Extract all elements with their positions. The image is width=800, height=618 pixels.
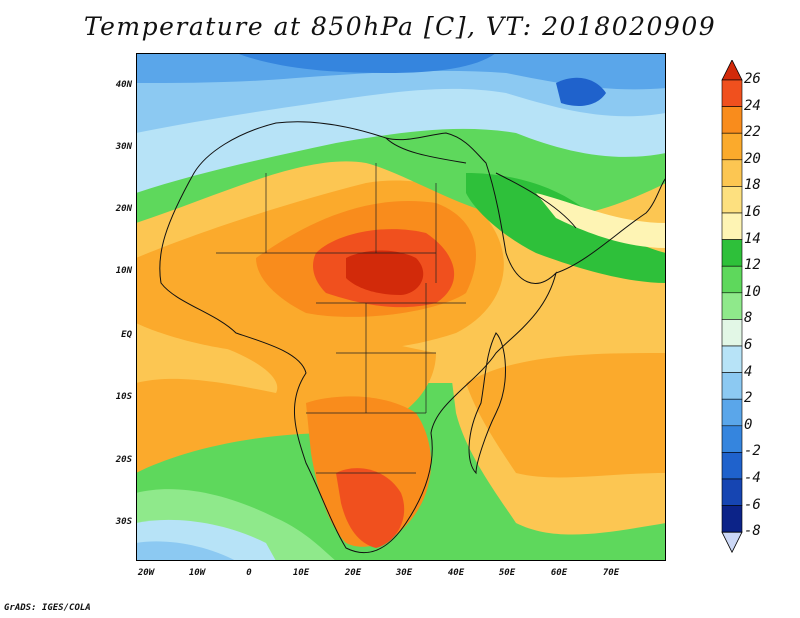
lat-label-10n: 10N [92,266,132,276]
colorbar-label: 16 [744,204,761,220]
colorbar-segment [722,133,742,160]
lon-label-20w: 20W [126,568,166,578]
lat-label-30s: 30S [92,517,132,527]
colorbar-label: 0 [744,417,752,433]
lon-label-30e: 30E [384,568,424,578]
colorbar-segment [722,293,742,320]
colorbar-segment [722,266,742,293]
colorbar-segment [722,399,742,426]
colorbar-label: 10 [744,284,761,300]
lon-label-10w: 10W [177,568,217,578]
colorbar-label: -2 [744,443,761,459]
temperature-map [136,53,666,561]
colorbar-over-arrow [722,60,742,80]
colorbar-under-arrow [722,532,742,552]
colorbar-segment [722,479,742,506]
colorbar-label: -4 [744,470,761,486]
lon-label-10e: 10E [281,568,321,578]
colorbar-segment [722,346,742,373]
colorbar [720,60,744,555]
colorbar-label: -6 [744,497,761,513]
colorbar-label: 20 [744,151,761,167]
colorbar-segment [722,426,742,453]
lon-label-40e: 40E [436,568,476,578]
colorbar-label: -8 [744,523,761,539]
lat-label-eq: EQ [92,330,132,340]
colorbar-label: 8 [744,310,752,326]
lon-label-60e: 60E [539,568,579,578]
colorbar-label: 6 [744,337,752,353]
colorbar-label: 12 [744,257,761,273]
colorbar-segment [722,107,742,134]
footer-credit: GrADS: IGES/COLA [4,603,91,613]
lat-label-40n: 40N [92,80,132,90]
lon-label-50e: 50E [487,568,527,578]
colorbar-label: 2 [744,390,752,406]
lat-label-10s: 10S [92,392,132,402]
colorbar-label: 24 [744,98,761,114]
lat-label-20s: 20S [92,455,132,465]
colorbar-segment [722,160,742,187]
colorbar-label: 18 [744,177,761,193]
chart-title: Temperature at 850hPa [C], VT: 201802090… [0,12,800,41]
colorbar-segment [722,373,742,400]
colorbar-segment [722,506,742,533]
colorbar-label: 14 [744,231,761,247]
lon-label-20e: 20E [333,568,373,578]
colorbar-segment [722,452,742,479]
colorbar-label: 26 [744,71,761,87]
colorbar-label: 22 [744,124,761,140]
lon-label-0: 0 [229,568,269,578]
colorbar-segment [722,80,742,107]
colorbar-segment [722,186,742,213]
lon-label-70e: 70E [591,568,631,578]
lat-label-30n: 30N [92,142,132,152]
colorbar-segment [722,319,742,346]
colorbar-segment [722,240,742,267]
colorbar-segment [722,213,742,240]
colorbar-label: 4 [744,364,752,380]
lat-label-20n: 20N [92,204,132,214]
